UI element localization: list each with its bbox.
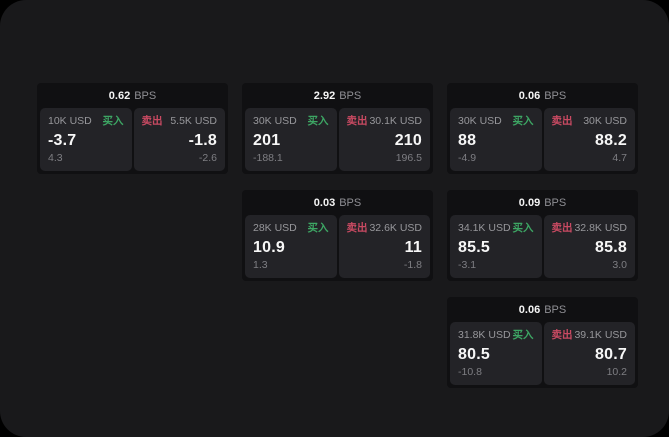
sell-amount: 39.1K USD — [574, 329, 627, 341]
buy-amount: 28K USD — [253, 222, 297, 234]
sell-price: 210 — [394, 132, 422, 149]
sell-panel[interactable]: 卖出 30.1K USD 210 196.5 — [338, 108, 430, 171]
quote-card-grid: 0.62 BPS 10K USD 买入 -3.7 4.3 卖出 5.5K USD — [37, 83, 638, 388]
spread-header: 0.03 BPS — [245, 190, 430, 215]
sell-panel[interactable]: 卖出 5.5K USD -1.8 -2.6 — [133, 108, 225, 171]
quote-card-1: 0.62 BPS 10K USD 买入 -3.7 4.3 卖出 5.5K USD — [37, 83, 228, 174]
quote-card-5: 0.09 BPS 34.1K USD 买入 85.5 -3.1 卖出 32.8K… — [447, 190, 638, 281]
buy-side-label: 买入 — [307, 222, 329, 234]
buy-side-label: 买入 — [512, 115, 534, 127]
sell-amount: 32.8K USD — [574, 222, 627, 234]
bps-unit-label: BPS — [544, 303, 567, 316]
quote-card-3: 0.06 BPS 30K USD 买入 88 -4.9 卖出 30K USD — [447, 83, 638, 174]
spread-value: 0.06 — [518, 89, 541, 102]
spread-header: 0.09 BPS — [450, 190, 635, 215]
sell-side-label: 卖出 — [346, 222, 368, 234]
sell-side-label: 卖出 — [141, 115, 163, 127]
bps-unit-label: BPS — [339, 89, 362, 102]
sell-amount: 32.6K USD — [369, 222, 422, 234]
buy-panel[interactable]: 30K USD 买入 201 -188.1 — [245, 108, 337, 171]
buy-panel[interactable]: 31.8K USD 买入 80.5 -10.8 — [450, 322, 542, 385]
buy-amount: 34.1K USD — [458, 222, 511, 234]
sell-panel[interactable]: 卖出 32.8K USD 85.8 3.0 — [543, 215, 635, 278]
buy-panel[interactable]: 34.1K USD 买入 85.5 -3.1 — [450, 215, 542, 278]
buy-side-label: 买入 — [512, 222, 534, 234]
spread-value: 0.03 — [313, 196, 336, 209]
spread-value: 0.06 — [518, 303, 541, 316]
spread-value: 0.62 — [108, 89, 131, 102]
buy-price: 88 — [458, 132, 477, 149]
buy-panel[interactable]: 30K USD 买入 88 -4.9 — [450, 108, 542, 171]
sell-price: -1.8 — [188, 132, 217, 149]
sell-price: 11 — [404, 239, 422, 256]
sell-side-label: 卖出 — [551, 329, 573, 341]
buy-side-label: 买入 — [307, 115, 329, 127]
buy-price: -3.7 — [48, 132, 77, 149]
sell-delta: 196.5 — [395, 152, 422, 164]
buy-price: 201 — [253, 132, 281, 149]
sell-delta: 4.7 — [612, 152, 627, 164]
sell-amount: 5.5K USD — [170, 115, 217, 127]
sell-amount: 30.1K USD — [369, 115, 422, 127]
quote-card-6: 0.06 BPS 31.8K USD 买入 80.5 -10.8 卖出 39.1… — [447, 297, 638, 388]
spread-header: 0.06 BPS — [450, 297, 635, 322]
sell-panel[interactable]: 卖出 32.6K USD 11 -1.8 — [338, 215, 430, 278]
spread-header: 2.92 BPS — [245, 83, 430, 108]
buy-amount: 10K USD — [48, 115, 92, 127]
sell-panel[interactable]: 卖出 39.1K USD 80.7 10.2 — [543, 322, 635, 385]
spread-value: 0.09 — [518, 196, 541, 209]
buy-panel[interactable]: 10K USD 买入 -3.7 4.3 — [40, 108, 132, 171]
buy-delta: -4.9 — [458, 152, 477, 164]
bps-unit-label: BPS — [339, 196, 362, 209]
buy-price: 85.5 — [458, 239, 490, 256]
quote-card-4: 0.03 BPS 28K USD 买入 10.9 1.3 卖出 32.6K US… — [242, 190, 433, 281]
spread-value: 2.92 — [313, 89, 336, 102]
buy-side-label: 买入 — [102, 115, 124, 127]
sell-side-label: 卖出 — [346, 115, 368, 127]
sell-delta: 10.2 — [606, 366, 627, 378]
sell-delta: -1.8 — [403, 259, 422, 271]
quote-card-2: 2.92 BPS 30K USD 买入 201 -188.1 卖出 30.1K … — [242, 83, 433, 174]
buy-price: 10.9 — [253, 239, 285, 256]
buy-side-label: 买入 — [512, 329, 534, 341]
sell-side-label: 卖出 — [551, 222, 573, 234]
buy-delta: 4.3 — [48, 152, 63, 164]
buy-amount: 30K USD — [458, 115, 502, 127]
bps-unit-label: BPS — [134, 89, 157, 102]
spread-header: 0.62 BPS — [40, 83, 225, 108]
sell-price: 88.2 — [595, 132, 627, 149]
sell-price: 85.8 — [595, 239, 627, 256]
buy-delta: -3.1 — [458, 259, 477, 271]
spread-header: 0.06 BPS — [450, 83, 635, 108]
buy-price: 80.5 — [458, 346, 490, 363]
sell-panel[interactable]: 卖出 30K USD 88.2 4.7 — [543, 108, 635, 171]
bps-unit-label: BPS — [544, 196, 567, 209]
buy-amount: 31.8K USD — [458, 329, 511, 341]
sell-delta: -2.6 — [198, 152, 217, 164]
buy-amount: 30K USD — [253, 115, 297, 127]
bps-unit-label: BPS — [544, 89, 567, 102]
buy-delta: 1.3 — [253, 259, 268, 271]
sell-side-label: 卖出 — [551, 115, 573, 127]
buy-delta: -188.1 — [253, 152, 283, 164]
sell-delta: 3.0 — [612, 259, 627, 271]
sell-amount: 30K USD — [583, 115, 627, 127]
buy-panel[interactable]: 28K USD 买入 10.9 1.3 — [245, 215, 337, 278]
buy-delta: -10.8 — [458, 366, 482, 378]
sell-price: 80.7 — [595, 346, 627, 363]
